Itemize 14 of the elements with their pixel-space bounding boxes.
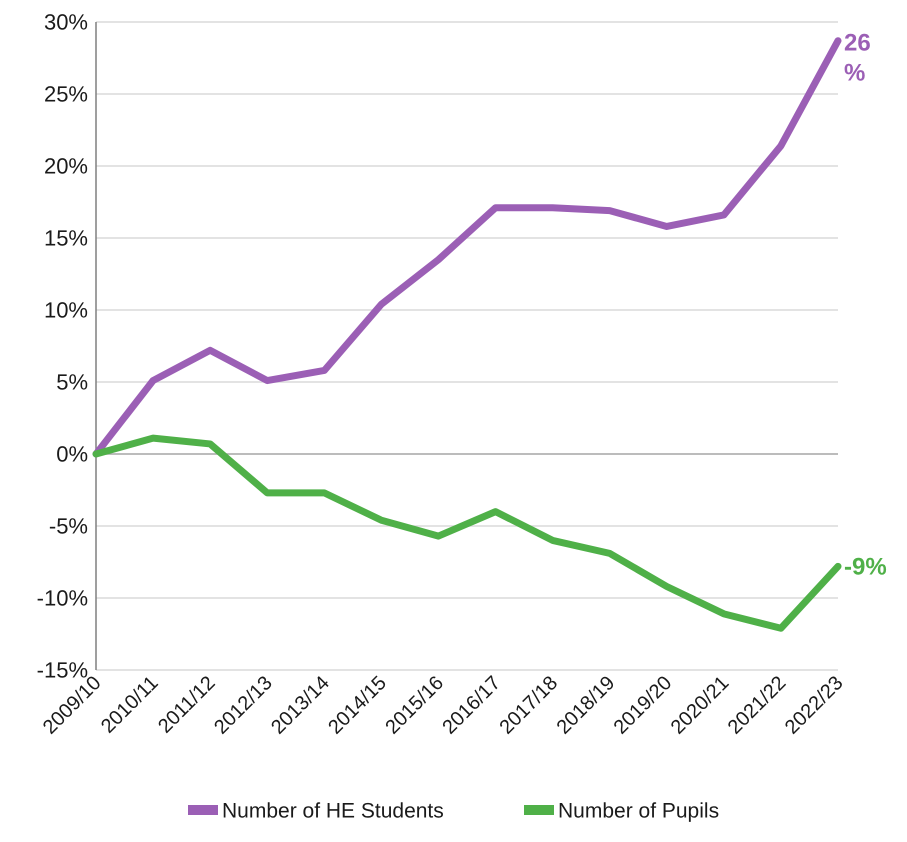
- y-tick-label: -10%: [36, 586, 88, 611]
- y-tick-label: -5%: [48, 514, 88, 539]
- y-tick-label: 30%: [44, 10, 88, 35]
- legend-label: Number of HE Students: [222, 799, 444, 822]
- y-tick-label: 20%: [44, 154, 88, 179]
- y-tick-label: -15%: [36, 658, 88, 683]
- text: 26%: [844, 30, 871, 87]
- text: -9%: [844, 553, 887, 580]
- y-tick-label: 0%: [56, 442, 88, 467]
- y-tick-label: 5%: [56, 370, 88, 395]
- y-tick-label: 10%: [44, 298, 88, 323]
- legend-label: Number of Pupils: [558, 799, 720, 822]
- y-tick-label: 25%: [44, 82, 88, 107]
- y-tick-label: 15%: [44, 226, 88, 251]
